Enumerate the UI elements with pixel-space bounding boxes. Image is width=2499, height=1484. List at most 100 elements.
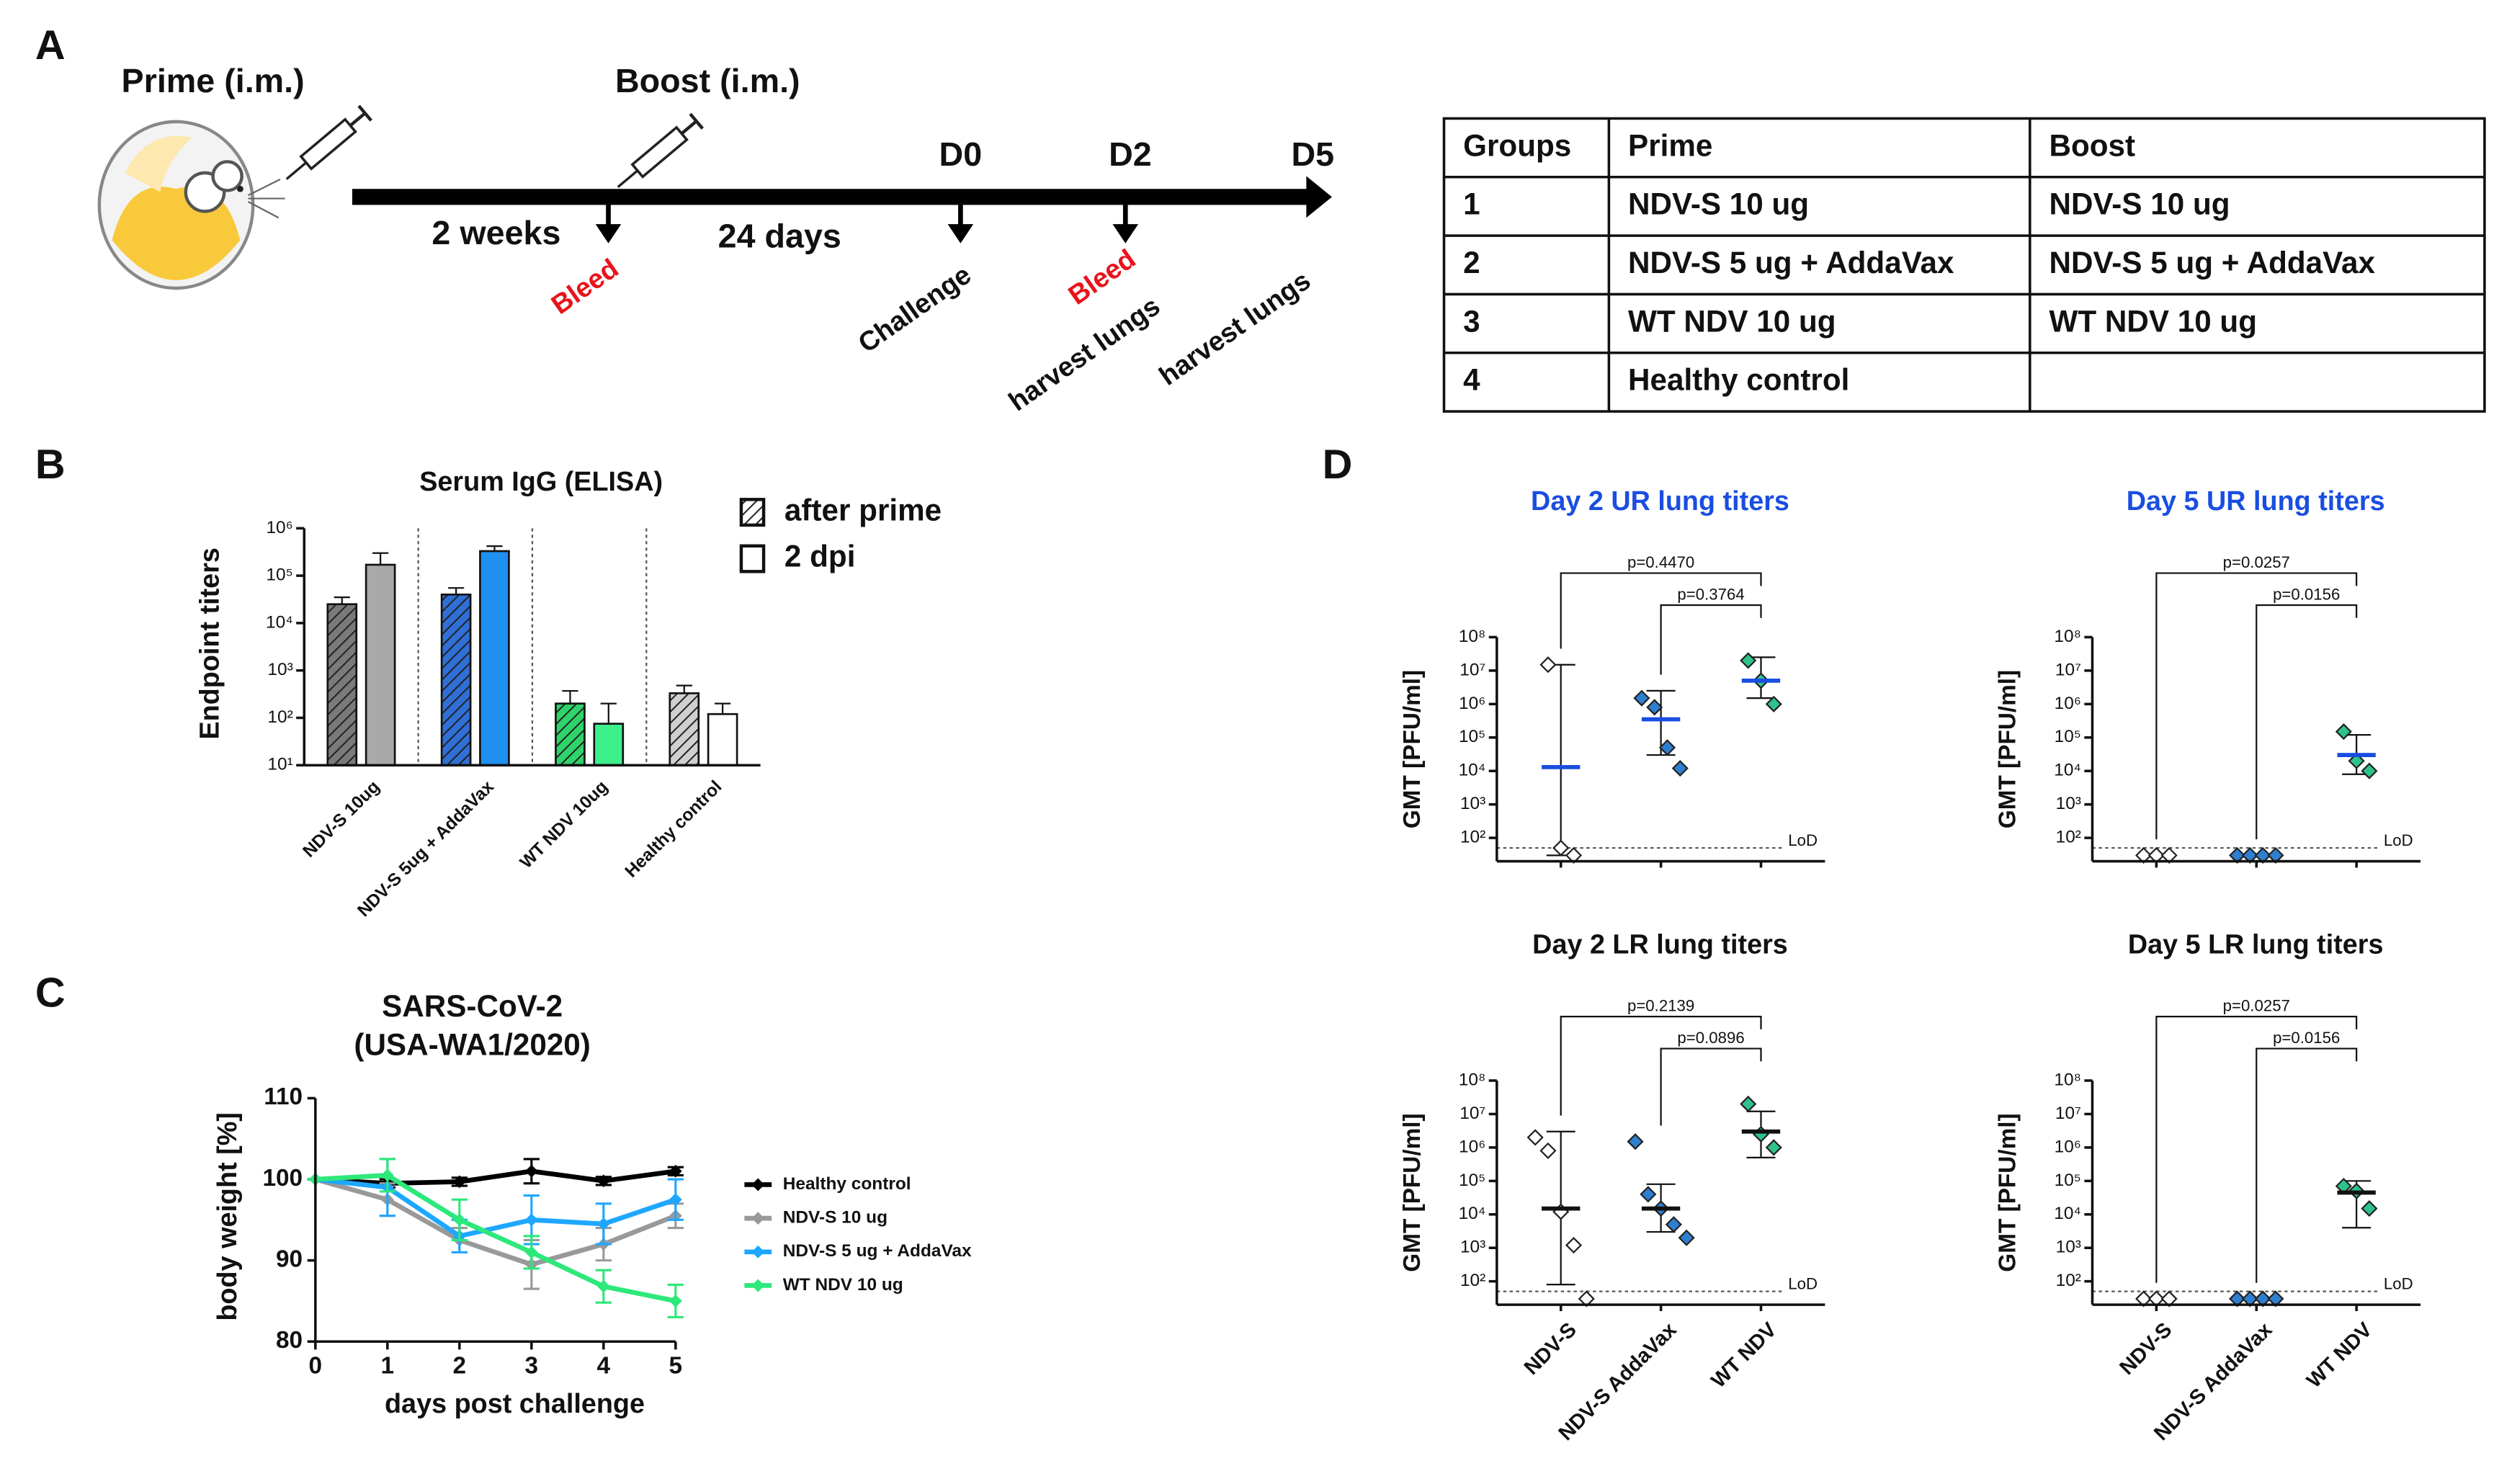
bar [669, 692, 700, 766]
table-cell: WT NDV 10 ug [1628, 304, 1836, 338]
y-tick-label: 10⁴ [2054, 1204, 2081, 1223]
series-line [315, 1173, 676, 1304]
day-label: D0 [939, 135, 983, 173]
point [1671, 759, 1689, 777]
legend-marker [751, 1178, 765, 1192]
y-tick-label: 10³ [2056, 1238, 2081, 1257]
y-tick-label: 10⁷ [2055, 660, 2081, 679]
x-tick-label: WT NDV [1707, 1318, 1782, 1393]
p-value: p=0.0896 [1677, 1029, 1744, 1047]
y-tick-label: 10² [1460, 828, 1485, 847]
point [2348, 752, 2365, 769]
p-bracket [1660, 604, 1762, 675]
point [1678, 1229, 1695, 1246]
table-cell: 4 [1463, 363, 1480, 397]
y-tick-label: 10⁵ [2055, 1171, 2081, 1190]
table-header: Boost [2049, 128, 2136, 162]
y-tick-label: 10⁶ [1459, 694, 1485, 713]
bar [440, 593, 472, 766]
y-tick-label: 100 [262, 1165, 303, 1192]
y-tick-label: 10⁶ [1459, 1137, 1485, 1156]
point [1658, 739, 1676, 756]
point [1633, 689, 1650, 707]
point [669, 1295, 682, 1308]
y-tick-label: 10¹ [267, 755, 292, 774]
y-tick-label: 10⁵ [1459, 727, 1485, 746]
point [2241, 846, 2258, 864]
y-tick-label: 10⁸ [2054, 1070, 2081, 1089]
y-tick-label: 10³ [2056, 794, 2081, 813]
series-line [315, 1176, 676, 1239]
syringe-icon [617, 112, 704, 188]
event-label: Challenge [853, 259, 977, 359]
point [2361, 1200, 2378, 1217]
p-value: p=0.0156 [2273, 586, 2340, 604]
y-tick-label: 10⁴ [1459, 1204, 1486, 1223]
x-tick-label: NDV-S [2115, 1318, 2176, 1380]
interval-label: 24 days [718, 217, 841, 254]
y-tick-label: 10³ [1460, 1238, 1485, 1257]
p-bracket [2256, 1047, 2358, 1283]
point [524, 1164, 538, 1178]
legend-marker [751, 1212, 765, 1225]
y-tick-label: 10⁶ [2055, 1137, 2081, 1156]
bar [479, 550, 510, 766]
legend-marker [751, 1279, 765, 1292]
y-tick-label: 10⁴ [1459, 761, 1486, 780]
legend-label: after prime [784, 493, 942, 527]
y-axis-label: Endpoint titers [195, 547, 225, 739]
point [2241, 1290, 2258, 1308]
point [1552, 839, 1570, 857]
day-label: D2 [1109, 135, 1152, 173]
point [2254, 1290, 2271, 1308]
point [452, 1213, 466, 1227]
panel-label: B [35, 442, 66, 488]
y-tick-label: 10⁴ [266, 612, 293, 632]
lod-label: LoD [2384, 831, 2413, 849]
y-axis-label: GMT [PFU/ml] [1995, 1113, 2021, 1271]
point [2267, 846, 2284, 864]
chart-title: Serum IgG (ELISA) [419, 467, 663, 497]
point [1765, 695, 1782, 712]
y-tick-label: 10⁶ [2055, 694, 2081, 713]
point [524, 1213, 538, 1227]
point [2267, 1290, 2284, 1308]
lod-label: LoD [2384, 1275, 2413, 1293]
event-label: harvest lungs [1154, 266, 1316, 392]
table-cell: NDV-S 5 ug + AddaVax [1628, 246, 1954, 280]
y-tick-label: 10⁷ [1459, 1104, 1485, 1123]
y-tick-label: 10⁸ [1459, 627, 1485, 646]
point [2229, 1290, 2246, 1308]
table-cell: 1 [1463, 187, 1480, 221]
table-cell: Healthy control [1628, 363, 1849, 397]
x-tick-label: Healthy control [622, 777, 726, 882]
day-label: D5 [1291, 135, 1334, 173]
x-tick-label: WT NDV [2302, 1318, 2377, 1393]
point [1578, 1290, 1595, 1308]
timeline-label: Prime (i.m.) [122, 62, 305, 99]
point [669, 1164, 682, 1178]
point [1539, 656, 1557, 674]
point [1526, 1129, 1544, 1146]
p-value: p=0.3764 [1677, 586, 1744, 604]
mouse-icon [97, 120, 285, 290]
timeline [352, 176, 1332, 243]
point [669, 1193, 682, 1207]
point [1740, 1095, 1757, 1113]
point [2254, 846, 2271, 864]
point [596, 1279, 610, 1293]
point [1752, 1125, 1770, 1143]
table-border [1442, 117, 2486, 413]
table-header: Prime [1628, 128, 1712, 162]
table-cell: NDV-S 10 ug [2049, 187, 2230, 221]
point [1640, 1186, 1657, 1203]
x-tick-label: 4 [597, 1353, 611, 1380]
y-tick-label: 10² [2056, 828, 2081, 847]
y-tick-label: 10⁸ [1459, 1070, 1485, 1089]
y-tick-label: 10² [267, 707, 292, 727]
point [1765, 1139, 1782, 1156]
chart-title: Day 5 UR lung titers [2127, 486, 2385, 517]
bar [707, 712, 738, 766]
p-value: p=0.4470 [1627, 553, 1694, 571]
point [2160, 846, 2178, 864]
